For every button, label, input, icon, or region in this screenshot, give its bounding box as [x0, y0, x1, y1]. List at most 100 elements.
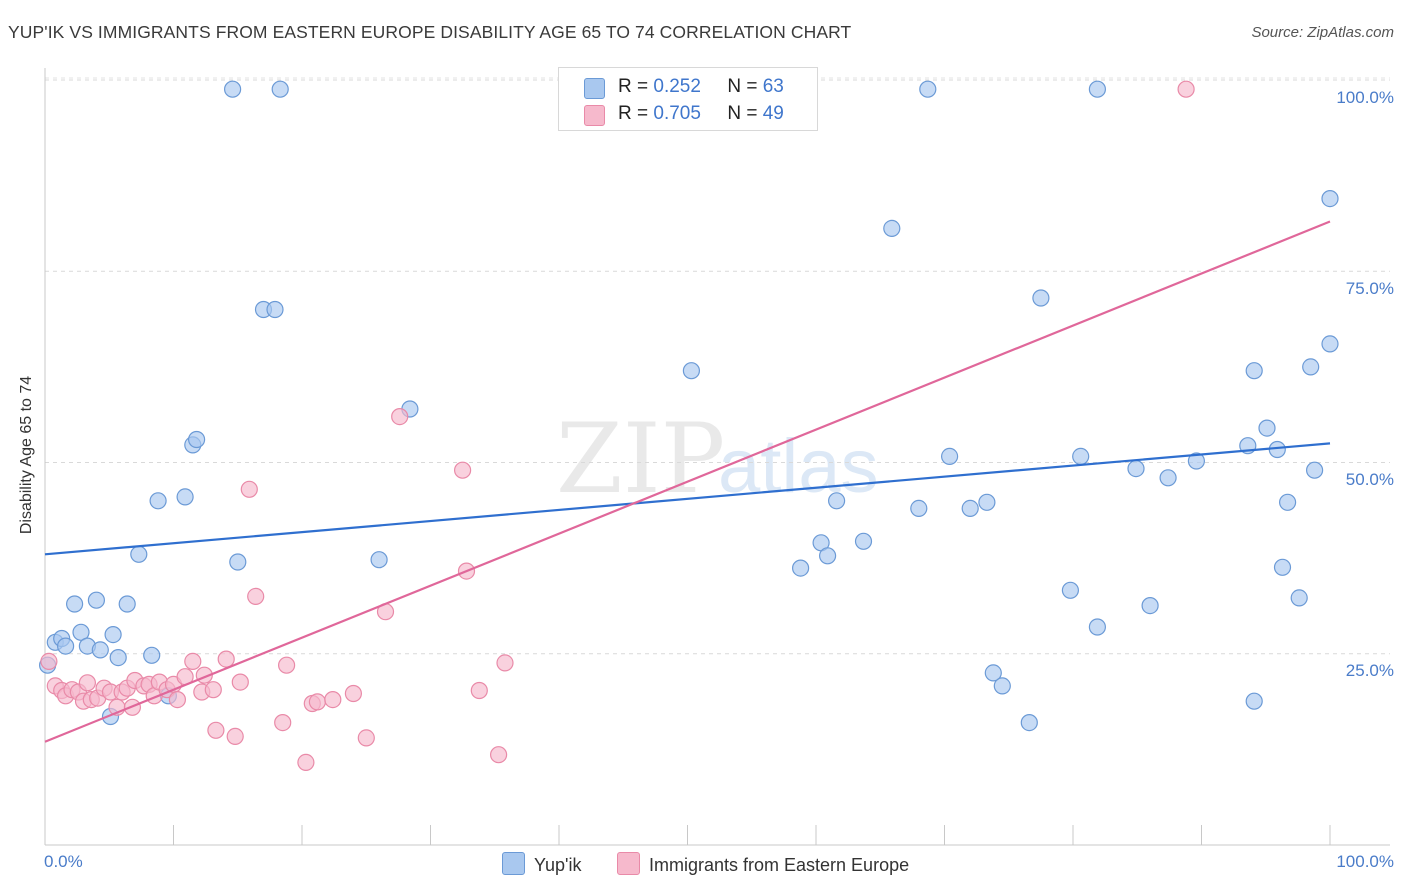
point-immigrants — [324, 690, 342, 709]
stats-r-label: R = — [618, 103, 649, 124]
point-yupik — [818, 547, 837, 565]
stats-n-value: 49 — [762, 103, 784, 124]
stats-n-label: N = — [727, 103, 758, 124]
point-yupik — [1273, 558, 1292, 576]
legend-swatch-yupik — [502, 852, 525, 875]
point-yupik — [104, 625, 122, 644]
y-tick-label-75: 75.0% — [1345, 279, 1394, 298]
point-yupik — [143, 646, 161, 664]
point-yupik — [118, 595, 136, 613]
source-credit: Source: ZipAtlas.com — [1251, 24, 1394, 41]
point-yupik — [1290, 589, 1308, 607]
legend-item-yupik: Yup'ik — [502, 852, 581, 876]
stats-r-value: 0.252 — [653, 76, 701, 97]
point-yupik — [188, 430, 206, 449]
point-yupik — [1072, 447, 1090, 465]
point-yupik — [682, 362, 701, 380]
y-tick-label-25: 25.0% — [1345, 661, 1394, 680]
correlation-stats-box: R = 0.252 N = 63 R = 0.705 N = 49 — [558, 67, 818, 131]
y-tick-label-50: 50.0% — [1345, 470, 1394, 489]
point-yupik — [271, 80, 289, 98]
chart-title: YUP'IK VS IMMIGRANTS FROM EASTERN EUROPE… — [8, 22, 852, 42]
point-yupik — [1127, 460, 1145, 478]
point-yupik — [940, 447, 959, 465]
point-immigrants — [247, 587, 265, 606]
point-immigrants — [496, 654, 514, 672]
point-immigrants — [40, 652, 58, 671]
stats-r-label: R = — [618, 76, 649, 97]
point-immigrants — [226, 727, 244, 746]
point-immigrants — [357, 729, 375, 747]
point-yupik — [176, 488, 194, 506]
point-yupik — [1302, 358, 1320, 376]
point-yupik — [1141, 596, 1159, 615]
point-immigrants — [274, 713, 292, 732]
point-immigrants — [184, 652, 202, 671]
stats-swatch-yupik — [584, 78, 605, 99]
legend-swatch-immigrants — [617, 852, 640, 875]
point-immigrants — [308, 693, 326, 711]
legend-label-immigrants: Immigrants from Eastern Europe — [649, 855, 910, 875]
point-yupik — [1088, 80, 1107, 98]
point-yupik — [1245, 362, 1263, 380]
x-tick-label-max: 100.0% — [1336, 852, 1394, 871]
point-immigrants — [240, 480, 258, 498]
point-immigrants — [168, 690, 186, 709]
point-yupik — [1321, 335, 1339, 353]
point-yupik — [1258, 419, 1276, 437]
point-yupik — [1020, 713, 1038, 732]
point-immigrants — [1177, 80, 1195, 98]
point-immigrants — [454, 461, 472, 479]
point-yupik — [1032, 289, 1050, 307]
point-yupik — [984, 664, 1002, 682]
point-yupik — [266, 300, 284, 319]
point-yupik — [56, 637, 75, 655]
point-yupik — [1278, 493, 1297, 511]
point-yupik — [791, 559, 810, 577]
point-yupik — [1159, 469, 1177, 487]
point-yupik — [149, 492, 167, 510]
legend-label-yupik: Yup'ik — [534, 855, 582, 875]
x-tick-label-min: 0.0% — [44, 852, 83, 871]
point-yupik — [1061, 581, 1080, 599]
watermark-zip: ZIP — [556, 403, 725, 515]
point-yupik — [1088, 618, 1107, 636]
point-immigrants — [490, 746, 508, 764]
point-immigrants — [204, 681, 222, 699]
trendline-yupik — [44, 442, 1331, 556]
stats-n-label: N = — [727, 76, 758, 97]
legend-item-immigrants: Immigrants from Eastern Europe — [617, 852, 909, 876]
point-immigrants — [391, 408, 409, 426]
point-yupik — [854, 532, 873, 550]
point-yupik — [1305, 461, 1324, 479]
point-immigrants — [297, 753, 315, 772]
point-yupik — [910, 499, 928, 517]
point-immigrants — [278, 656, 296, 674]
point-yupik — [65, 595, 84, 613]
point-yupik — [130, 545, 148, 563]
trendline-immigrants — [44, 220, 1331, 743]
point-yupik — [827, 492, 846, 510]
point-yupik — [91, 641, 109, 659]
point-yupik — [883, 219, 901, 237]
point-yupik — [1321, 190, 1339, 208]
point-yupik — [87, 591, 106, 609]
point-yupik — [993, 677, 1011, 695]
point-yupik — [109, 648, 127, 667]
point-immigrants — [78, 674, 97, 692]
stats-swatch-immigrants — [584, 105, 605, 126]
point-yupik — [224, 80, 242, 98]
point-yupik — [961, 499, 979, 517]
point-yupik — [370, 551, 388, 569]
point-immigrants — [470, 681, 488, 700]
point-immigrants — [207, 721, 225, 739]
point-immigrants — [217, 650, 235, 668]
point-yupik — [978, 493, 996, 511]
stats-r-value: 0.705 — [653, 103, 701, 124]
point-yupik — [1245, 692, 1263, 710]
point-yupik — [1187, 452, 1206, 470]
y-tick-label-100: 100.0% — [1336, 88, 1394, 107]
stats-n-value: 63 — [762, 76, 784, 97]
point-immigrants — [231, 673, 249, 691]
